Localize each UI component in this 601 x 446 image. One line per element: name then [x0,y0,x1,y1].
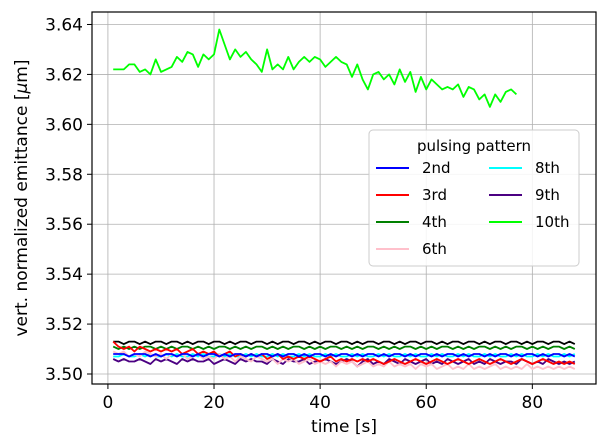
x-axis-label: time [s] [311,417,377,437]
series-lines [112,28,576,370]
y-tick-label: 3.56 [45,215,83,235]
y-tick-label: 3.54 [45,265,83,285]
series-line-2nd [113,353,576,358]
legend-entries: 2nd 3rd 4th 6th 8th 9th 10th [376,159,569,258]
x-tick-label: 80 [522,393,544,413]
y-axis-label-mu: μ [12,83,32,95]
series-line-3rd [112,340,576,365]
legend: pulsing pattern 2nd 3rd 4th 6th 8th 9th 10th [368,129,580,267]
plot-frame [91,11,597,385]
x-axis-ticks: 0 20 40 60 80 [103,384,544,413]
legend-label-10th: 10th [535,213,569,231]
y-axis-label: vert. normalized emittance [μm] [12,60,32,337]
y-tick-label: 3.50 [45,365,83,385]
legend-label-2nd: 2nd [422,159,451,177]
series-line-10th [113,28,518,108]
legend-title: pulsing pattern [417,137,531,155]
y-axis-label-prefix: vert. normalized emittance [ [12,94,32,337]
legend-label-6th: 6th [422,240,447,258]
y-tick-label: 3.58 [45,165,83,185]
legend-label-3rd: 3rd [422,186,447,204]
y-tick-label: 3.62 [45,65,83,85]
x-tick-label: 60 [415,393,437,413]
x-tick-label: 20 [203,393,225,413]
legend-label-4th: 4th [422,213,447,231]
y-tick-label: 3.64 [45,15,83,35]
y-axis-label-suffix: m] [12,60,32,83]
series-line-4th [112,345,576,350]
y-tick-label: 3.52 [45,315,83,335]
legend-label-9th: 9th [535,186,560,204]
legend-box [368,129,580,267]
legend-label-8th: 8th [535,159,560,177]
y-axis-ticks: 3.50 3.52 3.54 3.56 3.58 3.60 3.62 3.64 [45,15,92,385]
series-line-6th [112,350,576,370]
x-tick-label: 0 [103,393,114,413]
x-tick-label: 40 [309,393,331,413]
y-tick-label: 3.60 [45,115,83,135]
series-line-unlabeled [113,340,576,346]
